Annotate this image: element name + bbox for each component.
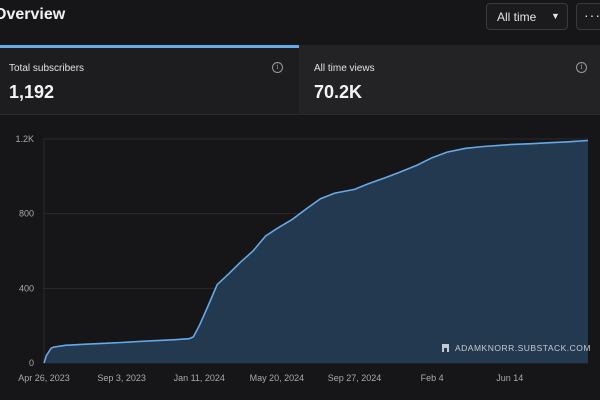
metric-label: All time views <box>314 63 375 74</box>
y-tick-label: 400 <box>19 283 34 293</box>
more-icon: ··· <box>584 7 600 23</box>
time-range-label: All time <box>497 10 537 24</box>
metric-card-all-time-views[interactable]: All time views 70.2K i <box>299 45 600 114</box>
x-tick-label: Sep 3, 2023 <box>97 373 146 383</box>
subscribers-chart[interactable]: 0 400 800 1.2K Apr 26, 2023 Sep 3, 2023 Jan 1… <box>0 115 600 400</box>
more-options-button[interactable]: ··· <box>576 3 600 30</box>
x-axis: Apr 26, 2023 Sep 3, 2023 Jan 11, 2024 May 2… <box>18 373 523 383</box>
time-range-dropdown[interactable]: All time ▼ <box>486 3 568 30</box>
x-tick-label: May 20, 2024 <box>250 373 305 383</box>
x-tick-label: Apr 26, 2023 <box>18 373 70 383</box>
divider <box>0 114 600 115</box>
metric-value: 1,192 <box>9 82 55 102</box>
x-tick-label: Jun 14 <box>496 373 523 383</box>
metric-value: 70.2K <box>314 82 363 102</box>
page-header: Overview All time ▼ ··· <box>0 0 600 44</box>
metric-card-total-subscribers[interactable]: Total subscribers 1,192 i <box>0 45 299 114</box>
watermark-text: ADAMKNORR.SUBSTACK.COM <box>455 343 591 353</box>
y-axis: 0 400 800 1.2K <box>15 134 34 368</box>
y-tick-label: 0 <box>29 358 34 368</box>
subscribers-area <box>44 140 588 363</box>
info-icon[interactable]: i <box>272 62 283 73</box>
x-tick-label: Sep 27, 2024 <box>328 373 382 383</box>
bookmark-icon <box>442 344 449 352</box>
x-tick-label: Jan 11, 2024 <box>174 373 225 383</box>
x-tick-label: Feb 4 <box>421 373 444 383</box>
subscribers-line <box>43 139 589 364</box>
chevron-down-icon: ▼ <box>551 11 560 21</box>
watermark: ADAMKNORR.SUBSTACK.COM <box>442 343 591 353</box>
info-icon[interactable]: i <box>576 62 587 73</box>
y-tick-label: 1.2K <box>15 134 34 144</box>
y-tick-label: 800 <box>19 209 34 219</box>
page-title: Overview <box>0 6 66 23</box>
metric-label: Total subscribers <box>9 63 85 74</box>
